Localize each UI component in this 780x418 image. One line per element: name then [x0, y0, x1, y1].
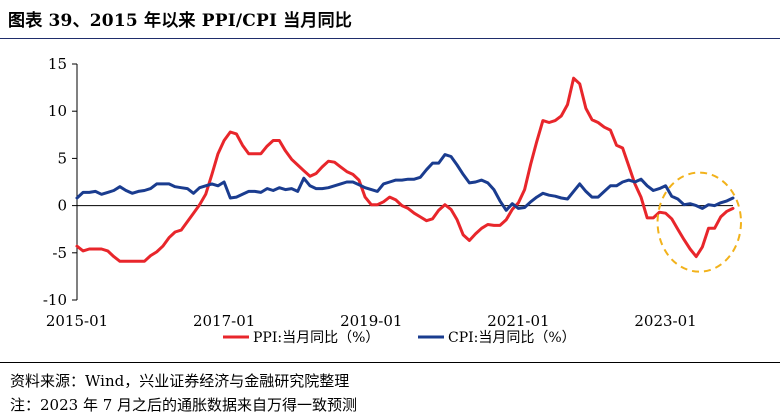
figure-title: 图表 39、2015 年以来 PPI/CPI 当月同比: [8, 11, 353, 31]
y-tick-label: 15: [48, 55, 67, 73]
x-tick-label: 2017-01: [193, 312, 255, 330]
x-tick-label: 2019-01: [340, 312, 402, 330]
y-tick-label: -10: [43, 291, 67, 309]
legend-label-cpi: CPI:当月同比（%）: [448, 330, 576, 346]
footnote: 注：2023 年 7 月之后的通胀数据来自万得一致预测: [10, 396, 358, 414]
source-note: 资料来源：Wind，兴业证券经济与金融研究院整理: [10, 372, 350, 390]
forecast-highlight-ellipse: [656, 171, 743, 273]
y-tick-label: 5: [57, 149, 67, 167]
footer-divider: [0, 362, 780, 363]
x-tick-label: 2021-01: [487, 312, 549, 330]
x-tick-label: 2023-01: [634, 312, 696, 330]
title-divider: [0, 38, 780, 39]
ppi-series-line: [75, 76, 735, 263]
y-tick-label: 10: [48, 102, 67, 120]
y-tick-label: 0: [57, 197, 67, 215]
legend-label-ppi: PPI:当月同比（%）: [253, 330, 379, 346]
cpi-series-line: [75, 153, 735, 212]
y-tick-label: -5: [52, 244, 67, 262]
ppi-cpi-line-chart: -10 -5 0 5 10 15 2015-01 2017-01 2019-01 2021-01 2…: [43, 55, 743, 346]
x-tick-label: 2015-01: [46, 312, 108, 330]
